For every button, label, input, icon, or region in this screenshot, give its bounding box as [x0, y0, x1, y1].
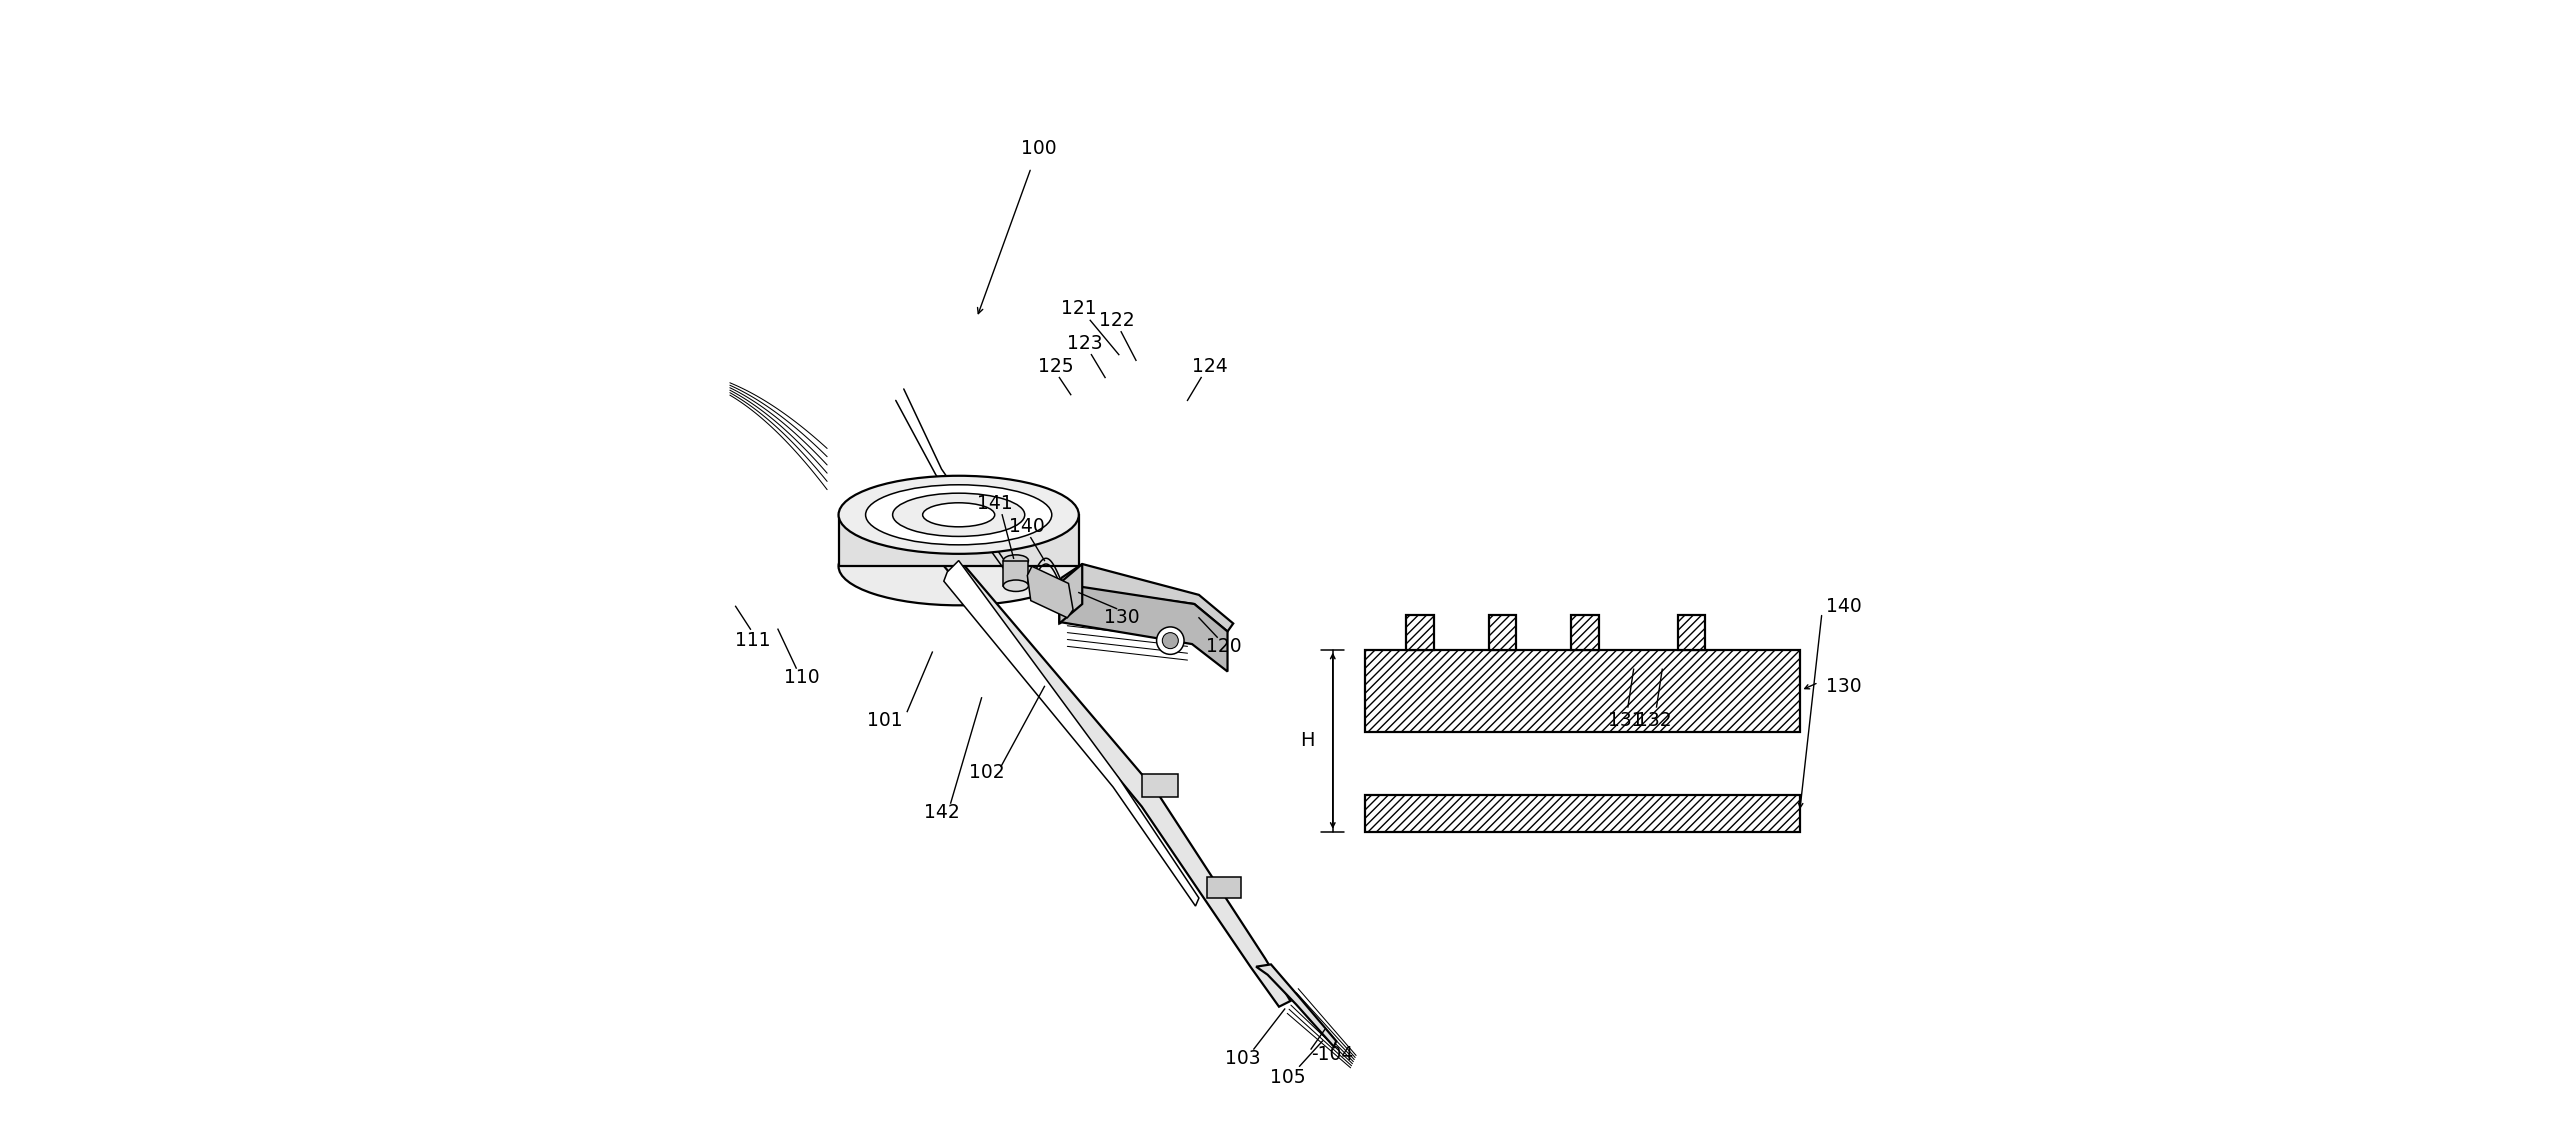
Polygon shape	[1059, 583, 1228, 672]
Ellipse shape	[1003, 580, 1028, 591]
Text: 123: 123	[1067, 334, 1102, 352]
Text: 125: 125	[1039, 357, 1074, 375]
Ellipse shape	[865, 485, 1051, 545]
Text: 140: 140	[1010, 517, 1046, 535]
Text: 102: 102	[969, 763, 1005, 781]
Polygon shape	[1028, 566, 1072, 618]
Bar	[1407, 615, 1432, 650]
Text: 141: 141	[977, 494, 1013, 513]
Ellipse shape	[893, 493, 1026, 537]
Circle shape	[1156, 627, 1184, 654]
Text: 110: 110	[785, 668, 819, 686]
Ellipse shape	[1003, 555, 1028, 566]
Bar	[1678, 615, 1706, 650]
Text: 130: 130	[1105, 609, 1141, 627]
Text: H: H	[1299, 731, 1315, 750]
Text: 111: 111	[734, 631, 770, 650]
Text: 101: 101	[867, 712, 903, 730]
Text: -104: -104	[1312, 1046, 1353, 1064]
Polygon shape	[944, 561, 1200, 906]
Ellipse shape	[923, 503, 995, 526]
Text: 132: 132	[1637, 712, 1673, 730]
Text: 124: 124	[1192, 357, 1228, 375]
Text: 121: 121	[1062, 300, 1097, 318]
Ellipse shape	[839, 476, 1079, 554]
Polygon shape	[1256, 964, 1335, 1047]
Polygon shape	[839, 515, 1079, 566]
Text: 142: 142	[923, 803, 959, 821]
Polygon shape	[1059, 564, 1082, 623]
Bar	[1003, 561, 1028, 586]
Text: 130: 130	[1826, 677, 1862, 696]
Text: 103: 103	[1225, 1049, 1261, 1067]
Text: 120: 120	[1207, 637, 1241, 656]
Text: 105: 105	[1271, 1068, 1307, 1087]
Bar	[1366, 795, 1798, 832]
Circle shape	[1161, 633, 1179, 649]
Bar	[1489, 615, 1517, 650]
Text: 100: 100	[1021, 140, 1056, 158]
Text: 131: 131	[1609, 712, 1642, 730]
Polygon shape	[885, 521, 1289, 1007]
Ellipse shape	[839, 527, 1079, 605]
Text: 122: 122	[1100, 311, 1133, 329]
Bar	[1571, 615, 1599, 650]
Bar	[1141, 774, 1179, 797]
Bar	[1366, 650, 1798, 732]
Bar	[1207, 877, 1241, 898]
Polygon shape	[1059, 564, 1233, 631]
Text: 140: 140	[1826, 597, 1862, 615]
